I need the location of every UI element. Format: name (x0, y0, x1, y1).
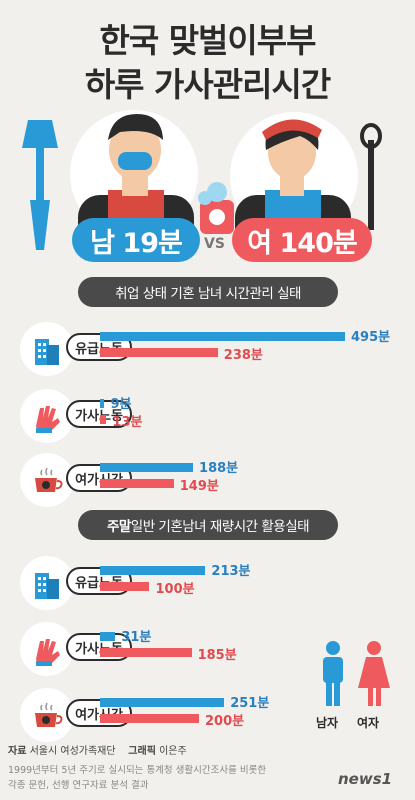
male-legend-icon (323, 641, 343, 706)
female-bar (100, 648, 192, 657)
footer-note-2: 각종 문헌, 선행 연구자료 분석 결과 (8, 780, 149, 791)
source-value: 서울시 여성가족재단 (29, 746, 116, 757)
news1-logo: news1 (338, 770, 393, 788)
section1-banner-text: 취업 상태 기혼 남녀 시간관리 실태 (115, 286, 301, 302)
female-bar (100, 348, 218, 357)
female-bar (100, 479, 174, 488)
male-bar (100, 399, 105, 408)
female-value-label: 238분 (223, 348, 263, 363)
section2-banner-bold: 주말 (106, 519, 131, 535)
bar-row: 여가시간 251분 200분 (0, 684, 415, 744)
category-icon-circle (20, 389, 74, 443)
female-value-label: 149분 (179, 479, 219, 494)
female-legend-icon (358, 641, 390, 706)
category-icon-circle (20, 556, 74, 610)
female-value-label: 13분 (112, 415, 143, 430)
section2-banner-text: 일반 기혼남녀 재량시간 활용실태 (130, 519, 310, 535)
category-icon-circle (20, 322, 74, 376)
section2-banner: 주말 일반 기혼남녀 재량시간 활용실태 (78, 510, 338, 540)
section1-banner: 취업 상태 기혼 남녀 시간관리 실태 (78, 277, 338, 307)
bar-row: 유급노동 213분 100분 (0, 552, 415, 612)
category-icon-circle (20, 622, 74, 676)
building-icon (35, 573, 59, 599)
female-bar (100, 582, 150, 591)
female-bar (100, 415, 107, 424)
female-value-label: 200분 (204, 714, 245, 729)
male-bar (100, 698, 225, 707)
bar-row: 가사노동 9분 13분 (0, 385, 415, 445)
cup-icon (35, 702, 63, 727)
legend-female-label: 여자 (357, 716, 380, 730)
male-value-label: 213분 (211, 564, 251, 579)
female-value-label: 185분 (197, 648, 237, 663)
male-bar (100, 632, 116, 641)
category-icon-circle (20, 688, 74, 742)
glove-icon (36, 639, 60, 666)
title-line-1: 한국 맞벌이부부 (99, 21, 316, 60)
female-bar (100, 714, 199, 723)
legend-male-label: 남자 (316, 716, 339, 730)
category-icon-circle (20, 453, 74, 507)
male-bar (100, 566, 206, 575)
male-value-label: 188분 (199, 461, 239, 476)
category-label: 가사노동 (66, 400, 132, 428)
vs-label: VS (204, 236, 225, 252)
male-value-label: 495분 (351, 330, 391, 345)
male-bar (100, 463, 194, 472)
bar-row: 유급노동 495분 238분 (0, 318, 415, 378)
graphic-value: 이은주 (159, 746, 187, 757)
title-line-2: 하루 가사관리시간 (84, 65, 331, 104)
bar-row: 여가시간 188분 149분 (0, 449, 415, 509)
glove-icon (36, 406, 60, 433)
male-value-label: 9분 (110, 397, 132, 412)
male-value-label: 251분 (230, 696, 270, 711)
male-bar (100, 332, 345, 341)
footer-source: 자료 서울시 여성가족재단 그래픽 이은주 (8, 742, 187, 757)
female-total-pill: 여 140분 (232, 218, 372, 262)
legend-figures (323, 641, 390, 706)
graphic-label: 그래픽 (128, 746, 156, 757)
source-label: 자료 (8, 746, 27, 757)
building-icon (35, 339, 59, 365)
female-value-label: 100분 (155, 582, 195, 597)
footer-note-1: 1999년부터 5년 주기로 실시되는 통계청 생활시간조사를 비롯한 (8, 765, 267, 776)
cup-icon (35, 467, 63, 492)
male-total-pill: 남 19분 (72, 218, 200, 262)
male-value-label: 31분 (121, 630, 152, 645)
bar-row: 가사노동 31분 185분 (0, 618, 415, 678)
